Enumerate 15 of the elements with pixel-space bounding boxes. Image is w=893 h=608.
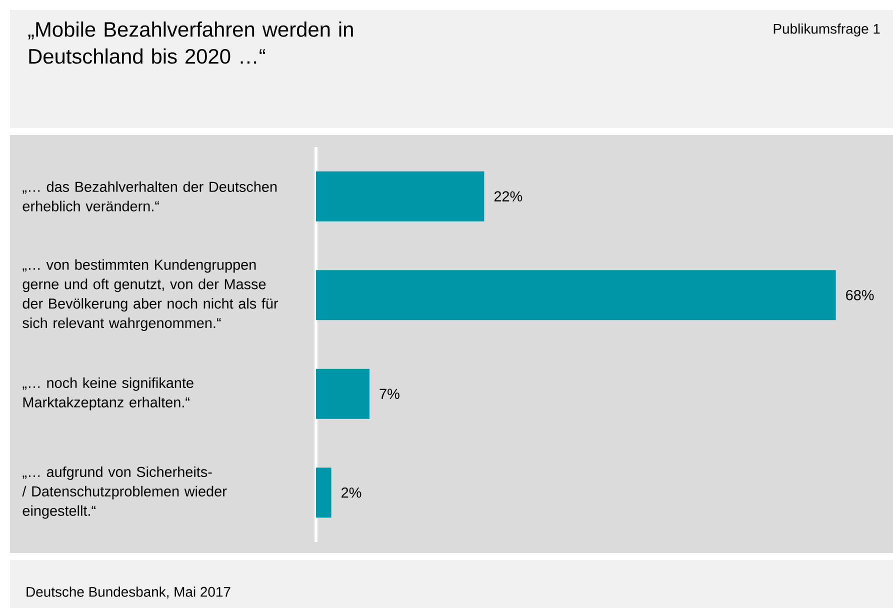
bar xyxy=(316,270,836,320)
y-tick-label: „… von bestimmten Kundengruppen gerne und oft genutzt, von der Masse der Bevölkerung aber noch nicht als für sich relevant wahrgenommen.“ xyxy=(22,259,278,331)
bar xyxy=(316,368,370,419)
chart-title: „Mobile Bezahlverfahren werden in Deutschland bis 2020 …“ xyxy=(28,22,353,64)
text: Publikumsfrage 1 xyxy=(774,24,880,37)
bar xyxy=(316,468,332,518)
data-label: 22% xyxy=(494,191,522,202)
data-label: 2% xyxy=(342,488,362,498)
data-label: 68% xyxy=(846,290,874,300)
data-label: 7% xyxy=(380,388,400,399)
text: Deutsche Bundesbank, Mai 2017 xyxy=(26,586,230,598)
y-tick-label: „… das Bezahlverhalten der Deutschen erheblich verändern.“ xyxy=(22,181,277,212)
y-tick-label: „… aufgrund von Sicherheits-/ Datenschutzproblemen wieder eingestellt.“ xyxy=(22,466,227,519)
bar xyxy=(316,171,484,222)
y-tick-label: „… noch keine signifikante Marktakzeptanz erhalten.“ xyxy=(22,377,194,410)
